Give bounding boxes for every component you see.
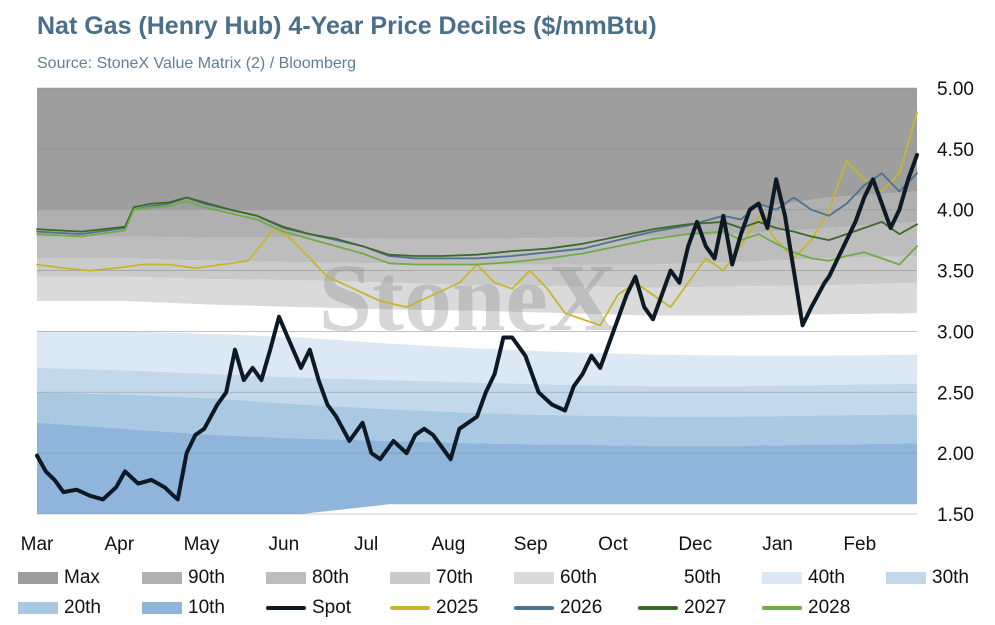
legend-item: 20th	[18, 596, 101, 620]
y-tick-label: 3.50	[937, 262, 974, 283]
legend-label: 2026	[560, 597, 603, 618]
legend-swatch	[886, 572, 926, 584]
legend-item: 2027	[638, 596, 726, 620]
legend-item: 30th	[886, 566, 969, 590]
watermark: StoneX	[319, 244, 618, 351]
x-tick-label: Jan	[762, 534, 793, 555]
series-line-2028	[36, 200, 918, 266]
legend-label: 10th	[188, 597, 225, 618]
band-60th	[37, 276, 917, 316]
chart-subtitle: Source: StoneX Value Matrix (2) / Bloomb…	[37, 55, 356, 72]
legend-swatch	[18, 572, 58, 584]
x-tick-label: Feb	[843, 534, 876, 555]
x-tick-label: Aug	[431, 534, 465, 555]
legend-swatch	[142, 572, 182, 584]
legend-item: 60th	[514, 566, 597, 590]
legend-item: 50th	[638, 566, 721, 590]
legend-label: 50th	[684, 567, 721, 588]
legend-item: 90th	[142, 566, 225, 590]
x-tick-label: Jul	[354, 534, 378, 555]
legend-label: 40th	[808, 567, 845, 588]
y-tick-label: 3.00	[937, 322, 974, 343]
legend-label: 20th	[64, 597, 101, 618]
legend-item: Spot	[266, 596, 351, 620]
y-tick-label: 5.00	[937, 79, 974, 100]
legend-swatch	[390, 572, 430, 584]
legend-swatch	[762, 606, 802, 610]
legend-item: 70th	[390, 566, 473, 590]
legend-swatch	[266, 606, 306, 610]
y-tick-label: 2.00	[937, 444, 974, 465]
x-tick-label: Mar	[21, 534, 54, 555]
x-tick-label: May	[184, 534, 220, 555]
legend-label: 30th	[932, 567, 969, 588]
legend-item: 2025	[390, 596, 478, 620]
legend-label: 2028	[808, 597, 851, 618]
x-tick-label: Jun	[269, 534, 300, 555]
x-tick-label: Sep	[514, 534, 548, 555]
legend-item: Max	[18, 566, 100, 590]
legend-swatch	[390, 606, 430, 610]
legend-label: Max	[64, 567, 100, 588]
legend-label: 90th	[188, 567, 225, 588]
legend-item: 40th	[762, 566, 845, 590]
y-tick-label: 1.50	[937, 505, 974, 526]
y-tick-label: 2.50	[937, 383, 974, 404]
legend-swatch	[514, 606, 554, 610]
legend-item: 2028	[762, 596, 850, 620]
legend-swatch	[638, 572, 678, 584]
legend-label: 60th	[560, 567, 597, 588]
legend-swatch	[514, 572, 554, 584]
legend-item: 80th	[266, 566, 349, 590]
x-tick-label: Oct	[598, 534, 628, 555]
legend-label: 70th	[436, 567, 473, 588]
band-80th	[37, 221, 917, 265]
chart-canvas: 5.00 4.50 4.00 3.50 3.00 2.50 2.00 1.50 StoneX Ma…	[21, 79, 974, 555]
chart-title: Nat Gas (Henry Hub) 4-Year Price Deciles…	[37, 12, 657, 40]
legend-item: 10th	[142, 596, 225, 620]
x-tick-label: Apr	[104, 534, 134, 555]
legend-swatch	[762, 572, 802, 584]
band-50th	[37, 301, 917, 356]
series-line-2027	[36, 196, 918, 257]
series-line-spot	[35, 152, 919, 502]
legend-swatch	[638, 606, 678, 610]
y-tick-label: 4.00	[937, 201, 974, 222]
y-tick-label: 4.50	[937, 140, 974, 161]
legend-swatch	[266, 572, 306, 584]
legend-swatch	[18, 602, 58, 614]
legend-label: 80th	[312, 567, 349, 588]
legend-label: 2025	[436, 597, 479, 618]
x-tick-label: Dec	[678, 534, 712, 555]
legend-item: 2026	[514, 596, 602, 620]
legend-swatch	[142, 602, 182, 614]
band-20th	[37, 392, 917, 446]
legend-label: Spot	[312, 597, 352, 618]
band-10th	[37, 422, 917, 514]
legend-label: 2027	[684, 597, 727, 618]
band-70th	[37, 256, 917, 288]
